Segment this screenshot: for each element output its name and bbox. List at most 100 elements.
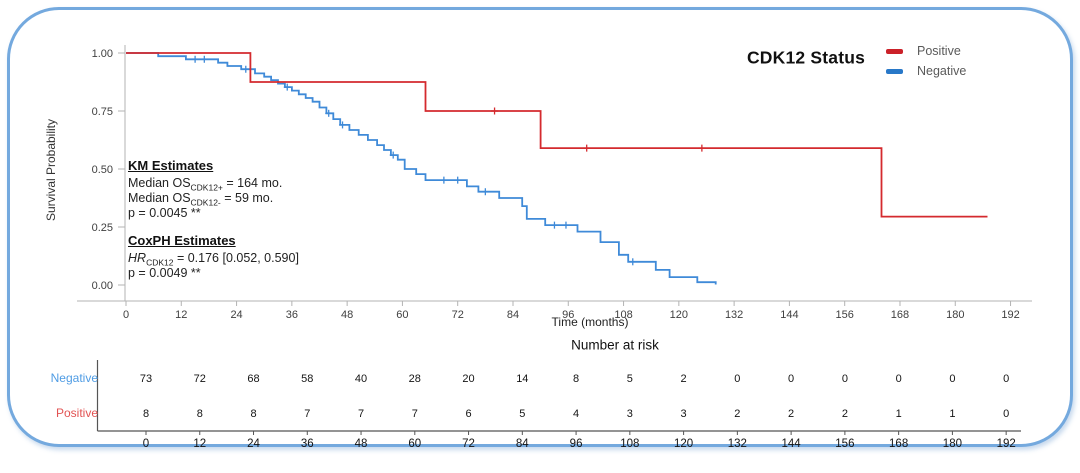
risk-x-tick-label: 156 [835, 438, 854, 450]
x-axis-title: Time (months) [551, 315, 629, 329]
negative-color-swatch [886, 68, 903, 74]
risk-count: 0 [842, 373, 848, 385]
risk-count: 1 [896, 408, 902, 420]
risk-count: 2 [788, 408, 794, 420]
positive-color-swatch [886, 48, 903, 54]
risk-count: 7 [358, 408, 364, 420]
risk-count: 7 [304, 408, 310, 420]
x-tick-label: 96 [562, 309, 574, 321]
coxph-hr-suffix: = 0.176 [0.052, 0.590] [173, 251, 299, 265]
legend: Positive Negative [886, 41, 966, 81]
risk-count: 6 [465, 408, 471, 420]
km-median-negative-line: Median OSCDK12- = 59 mo. [128, 191, 282, 208]
risk-count: 20 [462, 373, 474, 385]
risk-x-tick-label: 12 [193, 438, 206, 450]
risk-x-tick-label: 0 [143, 438, 149, 450]
risk-count: 8 [250, 408, 256, 420]
risk-count: 2 [681, 373, 687, 385]
x-tick-label: 84 [507, 309, 519, 321]
risk-row-label-negative: Negative [50, 371, 98, 385]
risk-x-tick-label: 132 [728, 438, 747, 450]
km-line1-suffix: = 164 mo. [222, 176, 283, 190]
x-tick-label: 0 [123, 309, 129, 321]
y-tick-label: 0.25 [92, 222, 113, 234]
km-line1-prefix: Median OS [128, 176, 191, 190]
risk-count: 14 [516, 373, 528, 385]
risk-x-tick-label: 36 [301, 438, 314, 450]
risk-count: 40 [355, 373, 367, 385]
y-tick-label: 1.00 [92, 48, 113, 60]
risk-count: 4 [573, 408, 579, 420]
risk-count: 0 [1003, 373, 1009, 385]
risk-x-tick-label: 48 [355, 438, 368, 450]
legend-item-positive: Positive [886, 41, 966, 61]
risk-count: 1 [949, 408, 955, 420]
risk-count: 0 [949, 373, 955, 385]
positive-survival-curve [126, 52, 988, 218]
risk-x-tick-label: 168 [889, 438, 908, 450]
y-tick-label: 0.50 [92, 164, 113, 176]
risk-x-tick-label: 60 [408, 438, 421, 450]
risk-row-label-positive: Positive [55, 406, 98, 420]
risk-count: 7 [412, 408, 418, 420]
coxph-hr-subscript: CDK12 [146, 257, 174, 268]
risk-count: 0 [788, 373, 794, 385]
risk-count: 0 [896, 373, 902, 385]
x-tick-label: 12 [175, 309, 187, 321]
km-pvalue: p = 0.0045 ** [128, 206, 201, 220]
x-tick-label: 24 [230, 309, 242, 321]
negative-survival-curve [126, 52, 717, 285]
risk-count: 72 [194, 373, 206, 385]
coxph-estimates-block: CoxPH Estimates HRCDK12 = 0.176 [0.052, … [128, 233, 299, 281]
risk-x-tick-label: 72 [462, 438, 475, 450]
risk-x-tick-label: 192 [997, 438, 1016, 450]
x-tick-label: 156 [836, 309, 854, 321]
x-tick-label: 48 [341, 309, 353, 321]
x-tick-label: 60 [396, 309, 408, 321]
km-line1-subscript: CDK12+ [190, 182, 223, 193]
risk-count: 73 [140, 373, 152, 385]
legend-title: CDK12 Status [746, 47, 866, 68]
x-tick-label: 72 [452, 309, 464, 321]
risk-count: 8 [197, 408, 203, 420]
coxph-hr-line: HRCDK12 = 0.176 [0.052, 0.590] [128, 251, 299, 268]
y-axis-title: Survival Probability [44, 118, 58, 222]
y-tick-label: 0.00 [92, 280, 113, 292]
risk-count: 5 [627, 373, 633, 385]
risk-count: 58 [301, 373, 313, 385]
risk-count: 28 [409, 373, 421, 385]
km-line2-subscript: CDK12- [190, 197, 221, 208]
risk-count: 0 [1003, 408, 1009, 420]
km-median-positive-line: Median OSCDK12+ = 164 mo. [128, 176, 283, 193]
risk-x-tick-label: 144 [782, 438, 802, 450]
risk-count: 3 [627, 408, 633, 420]
x-tick-label: 36 [286, 309, 298, 321]
coxph-pvalue: p = 0.0049 ** [128, 266, 201, 280]
legend-label-negative: Negative [917, 64, 967, 78]
risk-x-tick-label: 108 [620, 438, 639, 450]
risk-x-tick-label: 120 [674, 438, 693, 450]
legend-label-positive: Positive [917, 44, 961, 58]
x-tick-label: 168 [891, 309, 909, 321]
x-tick-label: 180 [946, 309, 964, 321]
risk-x-tick-label: 84 [516, 438, 529, 450]
risk-count: 2 [734, 408, 740, 420]
km-heading: KM Estimates [128, 158, 214, 173]
risk-count: 8 [573, 373, 579, 385]
risk-count: 68 [247, 373, 259, 385]
risk-count: 3 [681, 408, 687, 420]
risk-x-tick-label: 96 [570, 438, 583, 450]
km-survival-chart: 0.000.250.500.751.000 12 24 36 48 60 72 84 96 108… [77, 45, 1032, 450]
x-tick-label: 132 [725, 309, 743, 321]
risk-count: 8 [143, 408, 149, 420]
figure-card: 0.00 0.25 0.50 0.75 1.00 0 12 24 36 48 60 72 84 96 108… [7, 7, 1073, 450]
x-tick-label: 108 [614, 309, 632, 321]
risk-count: 0 [734, 373, 740, 385]
x-tick-label: 120 [670, 309, 688, 321]
x-tick-label: 192 [1001, 309, 1019, 321]
coxph-hr-prefix: HR [128, 251, 147, 265]
x-tick-label: 144 [780, 309, 798, 321]
legend-item-negative: Negative [886, 61, 966, 81]
risk-table-title: Number at risk [571, 337, 659, 353]
km-line2-prefix: Median OS [128, 191, 191, 205]
